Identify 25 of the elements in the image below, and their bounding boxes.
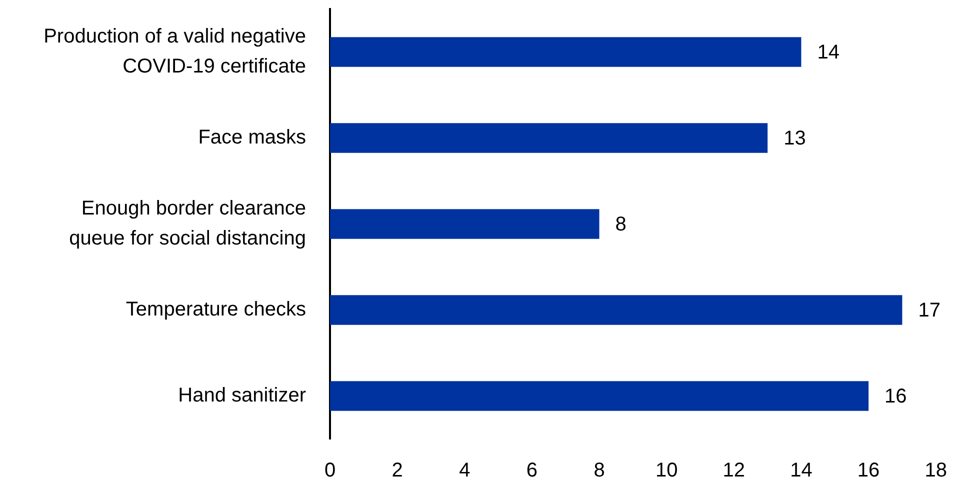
x-tick-label: 8 [594,460,605,482]
y-tick-label: Hand sanitizer [178,384,306,407]
y-tick-label: Temperature checks [126,298,306,321]
x-tick-label: 6 [526,460,538,482]
y-tick-label: Enough border clearance queue for social distancing [69,198,306,250]
bar [330,295,902,325]
y-tick-label: Face masks [198,126,306,149]
data-label: 16 [884,386,907,408]
x-tick-label: 18 [924,460,947,482]
x-tick-label: 12 [722,460,746,482]
bar [330,209,600,239]
x-tick-label: 0 [324,460,336,482]
y-tick-label: Production of a valid negative COVID-19 certificate [44,26,306,78]
data-label: 17 [918,300,940,322]
x-tick-label: 4 [459,460,470,482]
x-tick-label: 14 [790,460,812,482]
x-tick-label: 16 [857,460,880,482]
data-label: 8 [615,214,626,236]
data-label: 14 [817,42,840,64]
x-tick-label: 10 [655,460,678,482]
bar [330,37,802,67]
data-label: 13 [784,128,806,150]
bar [330,381,869,411]
bar [330,123,768,153]
x-tick-label: 2 [392,460,403,482]
